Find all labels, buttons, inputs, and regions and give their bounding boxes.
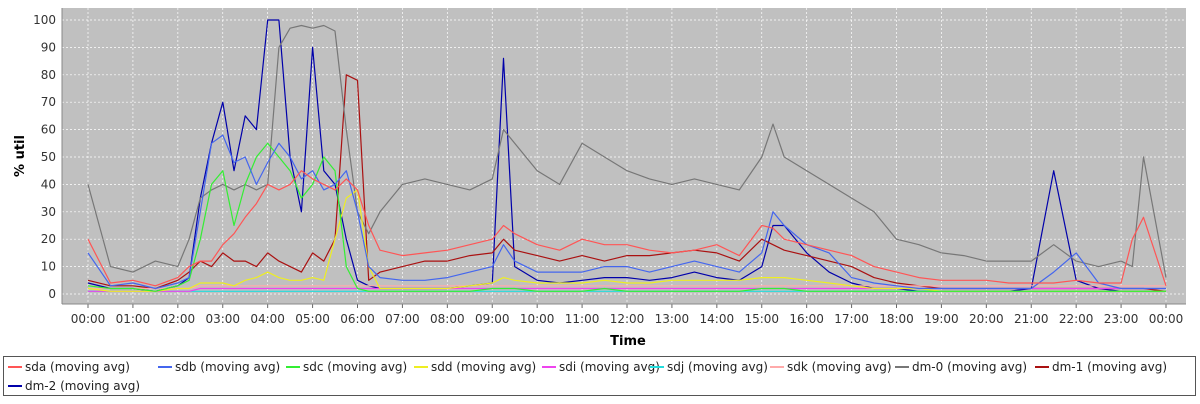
axis-layer: 0 10 20 30 40 50 60 70 80 90 100 00:00 01:00 02:00 03:… bbox=[33, 8, 1186, 326]
y-tick-label: 20 bbox=[41, 232, 56, 246]
x-tick-label: 11:00 bbox=[565, 312, 600, 326]
legend-label: sdb (moving avg) bbox=[175, 360, 281, 374]
y-tick-label: 90 bbox=[41, 40, 56, 54]
series-line-sdb bbox=[87, 134, 1166, 290]
legend-label: sdc (moving avg) bbox=[303, 360, 408, 374]
x-tick-label: 06:00 bbox=[340, 312, 375, 326]
x-tick-label: 19:00 bbox=[924, 312, 959, 326]
legend-label: dm-0 (moving avg) bbox=[912, 360, 1028, 374]
x-tick-label: 18:00 bbox=[879, 312, 914, 326]
x-axis-title: Time bbox=[610, 334, 646, 349]
x-tick-label: 15:00 bbox=[744, 312, 779, 326]
series-line-sdk bbox=[88, 285, 1166, 290]
x-tick-label: 12:00 bbox=[610, 312, 645, 326]
x-tick-label: 00:00 bbox=[1149, 312, 1184, 326]
legend-label: sdi (moving avg) bbox=[559, 360, 660, 374]
legend-swatch bbox=[542, 366, 556, 368]
legend-label: sdd (moving avg) bbox=[431, 360, 537, 374]
x-tick-label: 01:00 bbox=[116, 312, 151, 326]
y-tick-label: 40 bbox=[41, 177, 56, 191]
y-tick-label: 80 bbox=[41, 68, 56, 82]
x-tick-label: 04:00 bbox=[250, 312, 285, 326]
legend-item-sda: sda (moving avg) bbox=[8, 360, 130, 374]
x-tick-label: 20:00 bbox=[969, 312, 1004, 326]
y-tick-label: 100 bbox=[33, 13, 56, 27]
legend-label: sdj (moving avg) bbox=[667, 360, 768, 374]
legend-item-sdc: sdc (moving avg) bbox=[286, 360, 407, 374]
series-layer bbox=[87, 19, 1167, 292]
legend-swatch bbox=[1035, 366, 1049, 368]
legend-swatch bbox=[158, 366, 172, 368]
x-tick-label: 23:00 bbox=[1104, 312, 1139, 326]
series-line-sdc bbox=[87, 142, 1166, 292]
legend-swatch bbox=[414, 366, 428, 368]
plot-area bbox=[62, 8, 1186, 304]
legend-label: sda (moving avg) bbox=[25, 360, 130, 374]
y-tick-label: 70 bbox=[41, 95, 56, 109]
y-tick-label: 50 bbox=[41, 150, 56, 164]
x-tick-label: 05:00 bbox=[295, 312, 330, 326]
series-line-sda bbox=[87, 170, 1167, 287]
legend-label: dm-1 (moving avg) bbox=[1052, 360, 1168, 374]
y-tick-label: 30 bbox=[41, 205, 56, 219]
x-tick-label: 17:00 bbox=[834, 312, 869, 326]
legend-item-dm-0: dm-0 (moving avg) bbox=[895, 360, 1027, 374]
legend-item-dm-2: dm-2 (moving avg) bbox=[8, 379, 140, 393]
legend-item-sdd: sdd (moving avg) bbox=[414, 360, 536, 374]
legend-item-sdi: sdi (moving avg) bbox=[542, 360, 660, 374]
x-tick-label: 22:00 bbox=[1059, 312, 1094, 326]
x-tick-label: 07:00 bbox=[385, 312, 420, 326]
y-tick-label: 60 bbox=[41, 123, 56, 137]
legend-swatch bbox=[770, 366, 784, 368]
x-tick-label: 08:00 bbox=[430, 312, 465, 326]
legend-label: sdk (moving avg) bbox=[787, 360, 892, 374]
legend-swatch bbox=[8, 366, 22, 368]
grid-layer bbox=[62, 8, 1186, 304]
legend-label: dm-2 (moving avg) bbox=[25, 379, 141, 393]
legend-swatch bbox=[8, 385, 22, 387]
x-tick-label: 03:00 bbox=[205, 312, 240, 326]
x-tick-label: 21:00 bbox=[1014, 312, 1049, 326]
y-tick-label: 10 bbox=[41, 260, 56, 274]
x-tick-label: 16:00 bbox=[789, 312, 824, 326]
legend: sda (moving avg) sdb (moving avg) sdc (mov… bbox=[3, 356, 1196, 396]
legend-swatch bbox=[650, 366, 664, 368]
legend-swatch bbox=[286, 366, 300, 368]
x-tick-label: 00:00 bbox=[71, 312, 106, 326]
legend-item-sdk: sdk (moving avg) bbox=[770, 360, 892, 374]
x-tick-label: 09:00 bbox=[475, 312, 510, 326]
legend-item-sdj: sdj (moving avg) bbox=[650, 360, 768, 374]
x-tick-label: 13:00 bbox=[655, 312, 690, 326]
x-tick-label: 10:00 bbox=[520, 312, 555, 326]
legend-item-dm-1: dm-1 (moving avg) bbox=[1035, 360, 1167, 374]
legend-swatch bbox=[895, 366, 909, 368]
legend-item-sdb: sdb (moving avg) bbox=[158, 360, 280, 374]
x-tick-label: 02:00 bbox=[161, 312, 196, 326]
x-tick-label: 14:00 bbox=[700, 312, 735, 326]
y-axis-title: % util bbox=[13, 135, 28, 177]
y-tick-label: 0 bbox=[48, 287, 56, 301]
